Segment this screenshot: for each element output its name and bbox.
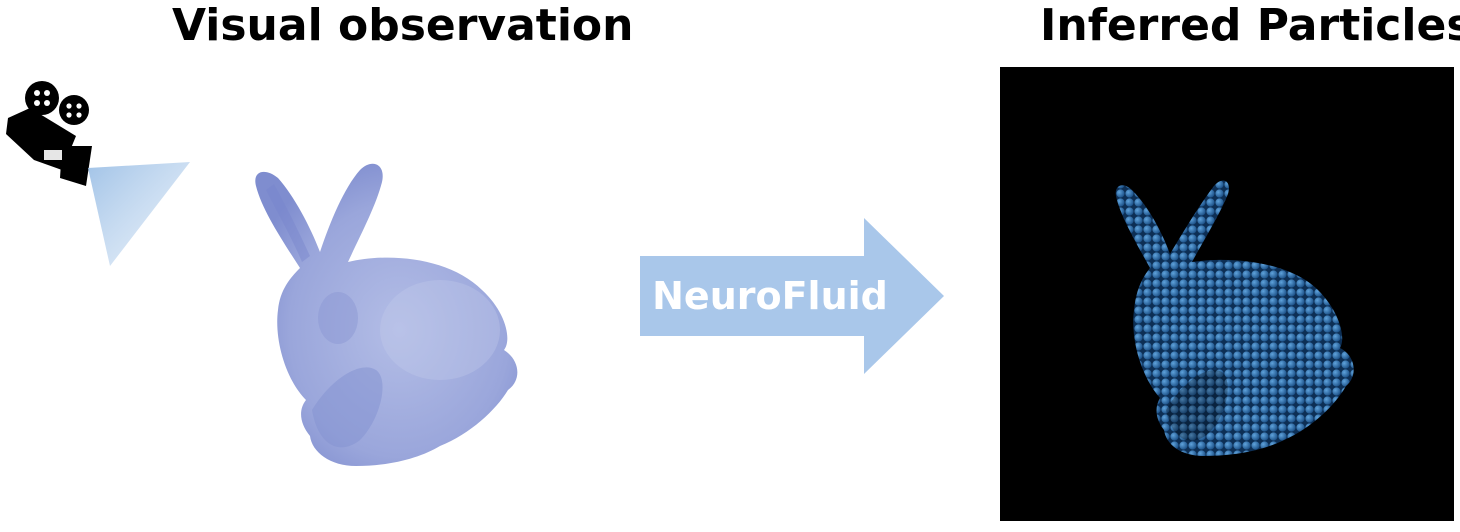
neurofluid-arrow [640, 218, 944, 374]
observed-bunny [255, 163, 518, 466]
neurofluid-label: NeuroFluid [652, 274, 888, 318]
particle-bunny [1115, 180, 1354, 457]
camera-view-cone [88, 162, 190, 266]
movie-camera-icon [6, 81, 92, 186]
inferred-particles-title: Inferred Particles [1040, 0, 1460, 51]
visual-observation-title: Visual observation [172, 0, 634, 51]
